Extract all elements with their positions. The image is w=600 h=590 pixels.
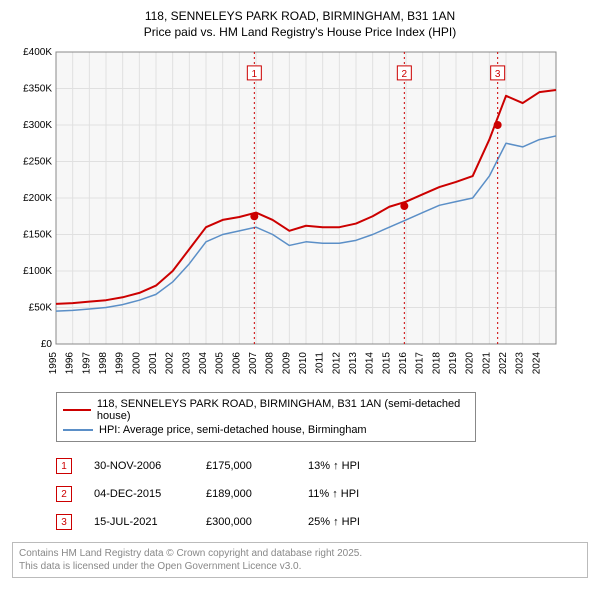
svg-text:2003: 2003 (181, 352, 192, 375)
chart-area: £0 £50K £100K £150K £200K £250K £300K £350K £400… (8, 46, 592, 386)
title-line-1: 118, SENNELEYS PARK ROAD, BIRMINGHAM, B3… (145, 9, 455, 23)
svg-text:£0: £0 (41, 339, 53, 350)
svg-text:£150K: £150K (23, 230, 52, 241)
svg-text:2001: 2001 (148, 352, 159, 375)
svg-text:2017: 2017 (415, 352, 426, 375)
svg-text:2022: 2022 (498, 352, 509, 375)
legend-item: 118, SENNELEYS PARK ROAD, BIRMINGHAM, B3… (63, 397, 469, 423)
legend-label: HPI: Average price, semi-detached house,… (99, 424, 367, 436)
svg-text:2012: 2012 (331, 352, 342, 375)
svg-text:2004: 2004 (198, 352, 209, 375)
marker-number-box: 1 (56, 458, 72, 474)
marker-price: £189,000 (206, 488, 286, 500)
marker-hpi: 11% ↑ HPI (308, 488, 388, 500)
svg-text:1996: 1996 (65, 352, 76, 375)
svg-text:£350K: £350K (23, 84, 52, 95)
legend-label: 118, SENNELEYS PARK ROAD, BIRMINGHAM, B3… (97, 398, 469, 422)
svg-text:2014: 2014 (365, 352, 376, 375)
svg-text:1997: 1997 (81, 352, 92, 375)
svg-text:2005: 2005 (215, 352, 226, 375)
svg-text:2011: 2011 (315, 352, 326, 374)
footer-line-1: Contains HM Land Registry data © Crown c… (19, 548, 362, 559)
marker-row: 2 04-DEC-2015 £189,000 11% ↑ HPI (56, 480, 592, 508)
svg-text:2019: 2019 (448, 352, 459, 375)
svg-text:£200K: £200K (23, 193, 52, 204)
marker-row: 1 30-NOV-2006 £175,000 13% ↑ HPI (56, 452, 592, 480)
marker-number-box: 3 (56, 514, 72, 530)
marker-hpi: 13% ↑ HPI (308, 460, 388, 472)
svg-text:£50K: £50K (29, 303, 53, 314)
svg-text:2: 2 (402, 69, 408, 80)
chart-title: 118, SENNELEYS PARK ROAD, BIRMINGHAM, B3… (8, 8, 592, 40)
svg-text:1: 1 (252, 69, 258, 80)
legend-swatch (63, 429, 93, 431)
marker-date: 15-JUL-2021 (94, 516, 184, 528)
svg-text:2010: 2010 (298, 352, 309, 375)
svg-text:2013: 2013 (348, 352, 359, 375)
svg-text:2007: 2007 (248, 352, 259, 375)
chart-container: 118, SENNELEYS PARK ROAD, BIRMINGHAM, B3… (0, 0, 600, 586)
svg-text:2009: 2009 (281, 352, 292, 375)
svg-text:£100K: £100K (23, 266, 52, 277)
marker-date: 04-DEC-2015 (94, 488, 184, 500)
svg-text:£300K: £300K (23, 120, 52, 131)
svg-text:2020: 2020 (465, 352, 476, 375)
svg-text:2021: 2021 (481, 352, 492, 375)
svg-text:2016: 2016 (398, 352, 409, 375)
svg-text:2006: 2006 (231, 352, 242, 375)
legend: 118, SENNELEYS PARK ROAD, BIRMINGHAM, B3… (56, 392, 476, 442)
svg-text:2023: 2023 (515, 352, 526, 375)
legend-item: HPI: Average price, semi-detached house,… (63, 423, 469, 437)
marker-number-box: 2 (56, 486, 72, 502)
marker-row: 3 15-JUL-2021 £300,000 25% ↑ HPI (56, 508, 592, 536)
svg-text:1999: 1999 (115, 352, 126, 375)
title-line-2: Price paid vs. HM Land Registry's House … (144, 25, 456, 39)
svg-text:2002: 2002 (165, 352, 176, 375)
attribution-footer: Contains HM Land Registry data © Crown c… (12, 542, 588, 578)
svg-text:£400K: £400K (23, 47, 52, 58)
marker-price: £300,000 (206, 516, 286, 528)
svg-text:2008: 2008 (265, 352, 276, 375)
svg-text:1998: 1998 (98, 352, 109, 375)
svg-text:2015: 2015 (381, 352, 392, 375)
svg-text:£250K: £250K (23, 157, 52, 168)
marker-hpi: 25% ↑ HPI (308, 516, 388, 528)
footer-line-2: This data is licensed under the Open Gov… (19, 561, 301, 572)
svg-text:1995: 1995 (48, 352, 59, 375)
line-chart-svg: £0 £50K £100K £150K £200K £250K £300K £350K £400… (8, 46, 568, 386)
svg-text:2024: 2024 (531, 352, 542, 375)
legend-swatch (63, 409, 91, 411)
svg-text:3: 3 (495, 69, 501, 80)
sale-marker-table: 1 30-NOV-2006 £175,000 13% ↑ HPI 2 04-DEC-201… (56, 452, 592, 536)
marker-date: 30-NOV-2006 (94, 460, 184, 472)
marker-price: £175,000 (206, 460, 286, 472)
svg-text:2000: 2000 (131, 352, 142, 375)
svg-text:2018: 2018 (431, 352, 442, 375)
